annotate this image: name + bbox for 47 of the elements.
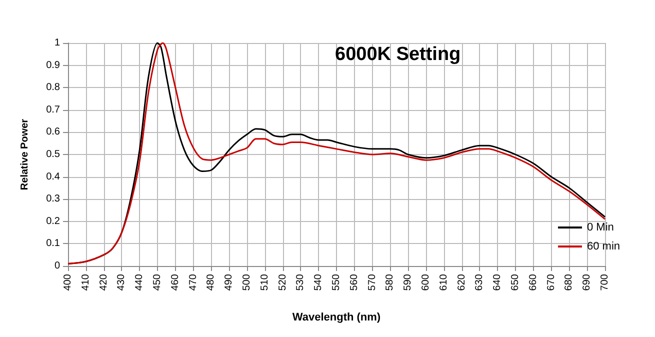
y-tick-label: 0.9 [46, 60, 60, 71]
x-tick-label: 560 [348, 274, 360, 291]
x-tick-label: 640 [492, 274, 504, 291]
x-axis-title: Wavelength (nm) [292, 312, 381, 324]
x-tick-label: 480 [206, 274, 217, 291]
legend-label: 0 Min [586, 222, 614, 234]
x-tick-label: 520 [277, 274, 288, 291]
x-tick-label: 460 [170, 274, 181, 291]
y-tick-label: 0.8 [46, 82, 60, 94]
y-tick-label: 0.3 [46, 194, 60, 205]
x-tick-label: 420 [98, 274, 110, 291]
y-tick-label: 0.4 [46, 171, 60, 182]
x-tick-label: 600 [420, 274, 432, 291]
x-tick-label: 700 [600, 274, 610, 291]
y-tick-label: 1 [54, 38, 60, 48]
y-tick-label: 0 [54, 260, 60, 272]
x-tick-label: 490 [224, 274, 235, 291]
x-tick-label: 630 [474, 274, 486, 291]
x-tick-label: 550 [331, 274, 342, 291]
x-tick-label: 610 [438, 274, 450, 291]
x-tick-label: 590 [402, 274, 414, 291]
x-tick-label: 410 [80, 274, 92, 291]
x-tick-label: 470 [188, 274, 199, 291]
x-tick-label: 690 [582, 274, 593, 291]
y-tick-label: 0.2 [46, 216, 60, 227]
x-tick-label: 540 [313, 274, 324, 291]
x-tick-label: 400 [62, 274, 74, 291]
x-tick-label: 500 [242, 274, 252, 291]
x-tick-label: 570 [366, 274, 378, 291]
x-tick-label: 620 [456, 274, 468, 291]
y-tick-label: 0.6 [46, 126, 60, 138]
x-tick-label: 650 [510, 274, 521, 291]
x-tick-label: 510 [259, 274, 270, 291]
y-tick-label: 0.5 [46, 149, 60, 160]
y-tick-label: 0.7 [46, 104, 60, 116]
x-tick-label: 660 [528, 274, 539, 291]
x-tick-label: 530 [295, 274, 306, 291]
x-tick-label: 450 [152, 274, 163, 291]
legend-label: 60 min [586, 240, 620, 252]
chart-title: 6000K Setting [335, 44, 461, 65]
y-tick-label: 0.1 [46, 238, 60, 250]
x-tick-label: 670 [546, 274, 557, 291]
x-tick-label: 580 [384, 274, 396, 291]
x-tick-label: 440 [134, 274, 146, 291]
x-tick-label: 680 [564, 274, 575, 291]
x-tick-label: 430 [116, 274, 128, 291]
y-axis-title: Relative Power [20, 118, 30, 190]
